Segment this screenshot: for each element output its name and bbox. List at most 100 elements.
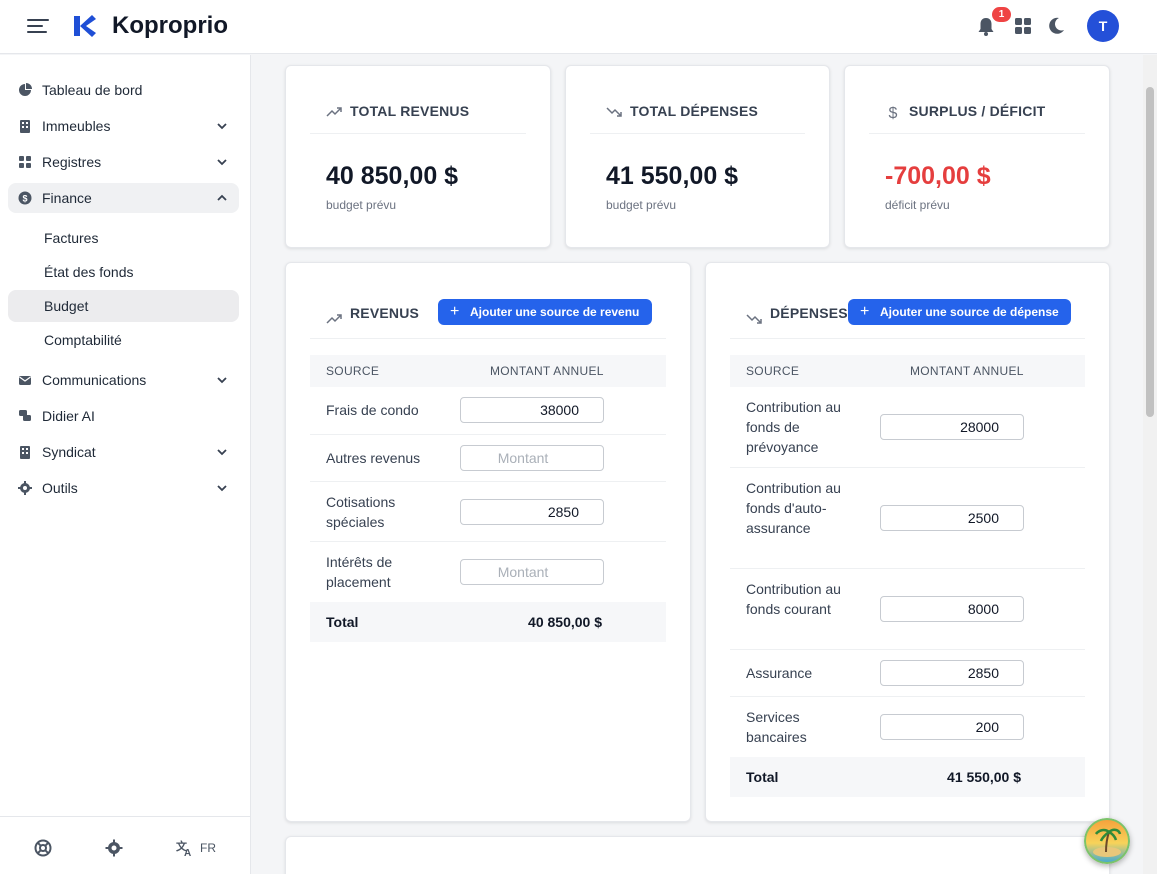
sidebar-item-didier-ai[interactable]: Didier AI xyxy=(8,401,239,431)
table-row: Services bancaires xyxy=(730,697,1085,757)
stat-card-value: 40 850,00 $ xyxy=(326,162,459,190)
amount-input[interactable] xyxy=(460,445,604,471)
total-label: Total xyxy=(746,769,779,785)
chat-icon xyxy=(19,410,31,421)
page-scrollbar[interactable] xyxy=(1143,55,1157,874)
chevron-up-icon xyxy=(217,194,227,201)
sidebar-item-label: Registres xyxy=(42,154,102,170)
table-row: Contribution au fonds de prévoyance xyxy=(730,387,1085,468)
sidebar-subitem-budget[interactable]: Budget xyxy=(8,290,239,322)
total-value: 41 550,00 $ xyxy=(947,769,1021,785)
depenses-title: DÉPENSES xyxy=(770,305,848,321)
depenses-total-row: Total 41 550,00 $ xyxy=(730,757,1085,797)
bell-icon[interactable] xyxy=(975,15,997,37)
row-source-label: Services bancaires xyxy=(746,709,807,745)
table-row: Cotisations spéciales xyxy=(310,482,666,542)
trending-down-icon xyxy=(606,107,622,117)
stat-card-header: TOTAL DÉPENSES xyxy=(590,102,805,134)
column-header-amount: MONTANT ANNUEL xyxy=(490,364,604,378)
menu-icon[interactable] xyxy=(27,17,49,35)
row-source-label: Contribution au fonds courant xyxy=(746,581,841,617)
moon-icon[interactable] xyxy=(1045,15,1067,37)
sidebar-item-syndicat[interactable]: Syndicat xyxy=(8,437,239,467)
add-revenue-source-button[interactable]: + Ajouter une source de revenu xyxy=(438,299,652,325)
app-brand: Koproprio xyxy=(112,12,228,39)
column-header-source: SOURCE xyxy=(326,364,380,378)
sidebar: Tableau de bord Immeubles Registres $ Fi… xyxy=(0,55,251,874)
sidebar-subitem-etat-des-fonds[interactable]: État des fonds xyxy=(8,256,239,288)
total-value: 40 850,00 $ xyxy=(528,614,602,630)
trending-up-icon xyxy=(326,314,342,324)
dollar-circle-icon: $ xyxy=(18,191,32,205)
row-source-label: Assurance xyxy=(746,665,813,681)
sidebar-subitem-label: Factures xyxy=(44,230,99,246)
row-source-label: Cotisations spéciales xyxy=(326,494,396,530)
table-row: Contribution au fonds courant xyxy=(730,569,1085,650)
amount-input[interactable] xyxy=(880,714,1024,740)
sidebar-item-label: Syndicat xyxy=(42,444,96,460)
stat-card-note: budget prévu xyxy=(326,198,397,212)
envelope-icon xyxy=(19,376,31,385)
sidebar-item-immeubles[interactable]: Immeubles xyxy=(8,111,239,141)
sidebar-item-label: Finance xyxy=(42,190,92,206)
sidebar-item-communications[interactable]: Communications xyxy=(8,365,239,395)
next-section-card xyxy=(285,836,1110,874)
sidebar-item-outils[interactable]: Outils xyxy=(8,473,239,503)
support-icon[interactable] xyxy=(34,839,52,857)
building-icon xyxy=(20,120,30,133)
amount-input[interactable] xyxy=(460,397,604,423)
amount-input[interactable] xyxy=(880,660,1024,686)
stat-card-total-depenses: TOTAL DÉPENSES 41 550,00 $ budget prévu xyxy=(565,65,830,248)
sidebar-item-label: Tableau de bord xyxy=(42,82,143,98)
total-label: Total xyxy=(326,614,359,630)
sidebar-item-registres[interactable]: Registres xyxy=(8,147,239,177)
svg-text:$: $ xyxy=(889,105,898,120)
stat-card-header: $ SURPLUS / DÉFICIT xyxy=(869,102,1085,134)
column-header-source: SOURCE xyxy=(746,364,800,378)
add-revenue-source-label: Ajouter une source de revenu xyxy=(470,305,640,319)
amount-input[interactable] xyxy=(460,499,604,525)
sidebar-item-finance[interactable]: $ Finance xyxy=(8,183,239,213)
sidebar-item-label: Outils xyxy=(42,480,78,496)
amount-input[interactable] xyxy=(460,559,604,585)
depenses-header: DÉPENSES + Ajouter une source de dépense xyxy=(730,299,1085,339)
sidebar-item-label: Immeubles xyxy=(42,118,111,134)
amount-input[interactable] xyxy=(880,596,1024,622)
stat-card-note: déficit prévu xyxy=(885,198,950,212)
sidebar-item-tableau-de-bord[interactable]: Tableau de bord xyxy=(8,75,239,105)
amount-input[interactable] xyxy=(880,414,1024,440)
language-label: FR xyxy=(200,841,216,855)
svg-text:$: $ xyxy=(22,194,27,204)
building-icon xyxy=(20,446,30,459)
sidebar-subitem-label: État des fonds xyxy=(44,264,134,280)
add-expense-source-button[interactable]: + Ajouter une source de dépense xyxy=(848,299,1071,325)
table-row: Frais de condo xyxy=(310,387,666,435)
stat-card-value: 41 550,00 $ xyxy=(606,162,739,190)
assistant-island-icon[interactable] xyxy=(1084,818,1130,864)
depenses-table-header: SOURCE MONTANT ANNUEL xyxy=(730,355,1085,387)
grid-icon xyxy=(19,156,31,168)
stat-card-note: budget prévu xyxy=(606,198,677,212)
sidebar-subitem-factures[interactable]: Factures xyxy=(8,222,239,254)
plus-icon: + xyxy=(450,303,460,320)
svg-text:A: A xyxy=(184,848,191,857)
sidebar-subitem-comptabilite[interactable]: Comptabilité xyxy=(8,324,239,356)
scrollbar-thumb[interactable] xyxy=(1146,87,1154,417)
amount-input[interactable] xyxy=(880,505,1024,531)
table-row: Contribution au fonds d'auto-assurance xyxy=(730,468,1085,569)
row-source-label: Autres revenus xyxy=(326,450,421,466)
stat-card-total-revenus: TOTAL REVENUS 40 850,00 $ budget prévu xyxy=(285,65,551,248)
settings-gear-icon[interactable] xyxy=(105,839,123,857)
apps-grid-icon[interactable] xyxy=(1012,15,1034,37)
stat-card-value: -700,00 $ xyxy=(885,162,991,190)
dollar-icon: $ xyxy=(889,105,898,120)
koproprio-logo-icon xyxy=(74,15,96,37)
table-row: Autres revenus xyxy=(310,435,666,482)
user-avatar[interactable]: T xyxy=(1087,10,1119,42)
stat-card-header: TOTAL REVENUS xyxy=(310,102,526,134)
revenus-total-row: Total 40 850,00 $ xyxy=(310,602,666,642)
table-row: Assurance xyxy=(730,650,1085,697)
plus-icon: + xyxy=(860,303,870,320)
table-row: Intérêts de placement xyxy=(310,542,666,602)
